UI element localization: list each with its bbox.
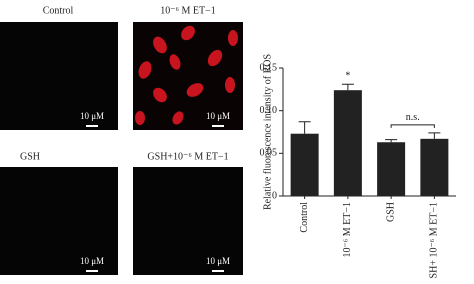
panel-label: GSH+10⁻⁶ M ET−1 [147, 151, 228, 162]
error-bar [385, 139, 398, 143]
panel-label: Control [43, 5, 74, 16]
micrograph [133, 167, 243, 275]
scale-label: 10 μM [206, 111, 230, 121]
x-tick-label: GSH+ 10⁻⁶ M ET−1 [429, 202, 440, 279]
micrograph [0, 22, 118, 130]
bar [333, 90, 362, 196]
bar [420, 138, 449, 196]
y-tick-label: 0 [272, 190, 277, 201]
x-tick-label: Control [299, 202, 310, 233]
error-bar [428, 132, 441, 139]
bar [290, 133, 319, 196]
scale-bars [86, 125, 224, 272]
cell-nuclei [135, 25, 238, 125]
scale-label: 10 μM [80, 111, 104, 121]
micrograph [133, 22, 243, 130]
scale-label: 10 μM [80, 256, 104, 266]
bar [377, 142, 406, 196]
micrograph [0, 167, 118, 275]
scale-label: 10 μM [206, 256, 230, 266]
y-axis-label: Relative fluorescence intensity of ROS [262, 54, 273, 210]
panel-label: GSH [20, 151, 40, 162]
error-bar [298, 121, 311, 134]
y-tick-label: 0.10 [260, 105, 278, 116]
significance-mark: * [345, 71, 350, 82]
x-tick-label: GSH [385, 202, 396, 222]
bracket [390, 124, 435, 128]
x-tick-label: 10⁻⁶ M ET−1 [342, 202, 353, 258]
panel-label: 10⁻⁶ M ET−1 [160, 5, 216, 16]
significance-mark: n.s. [406, 112, 420, 123]
y-tick-label: 0.05 [260, 148, 278, 159]
error-bar [341, 83, 354, 91]
y-tick-label: 0.15 [260, 62, 278, 73]
